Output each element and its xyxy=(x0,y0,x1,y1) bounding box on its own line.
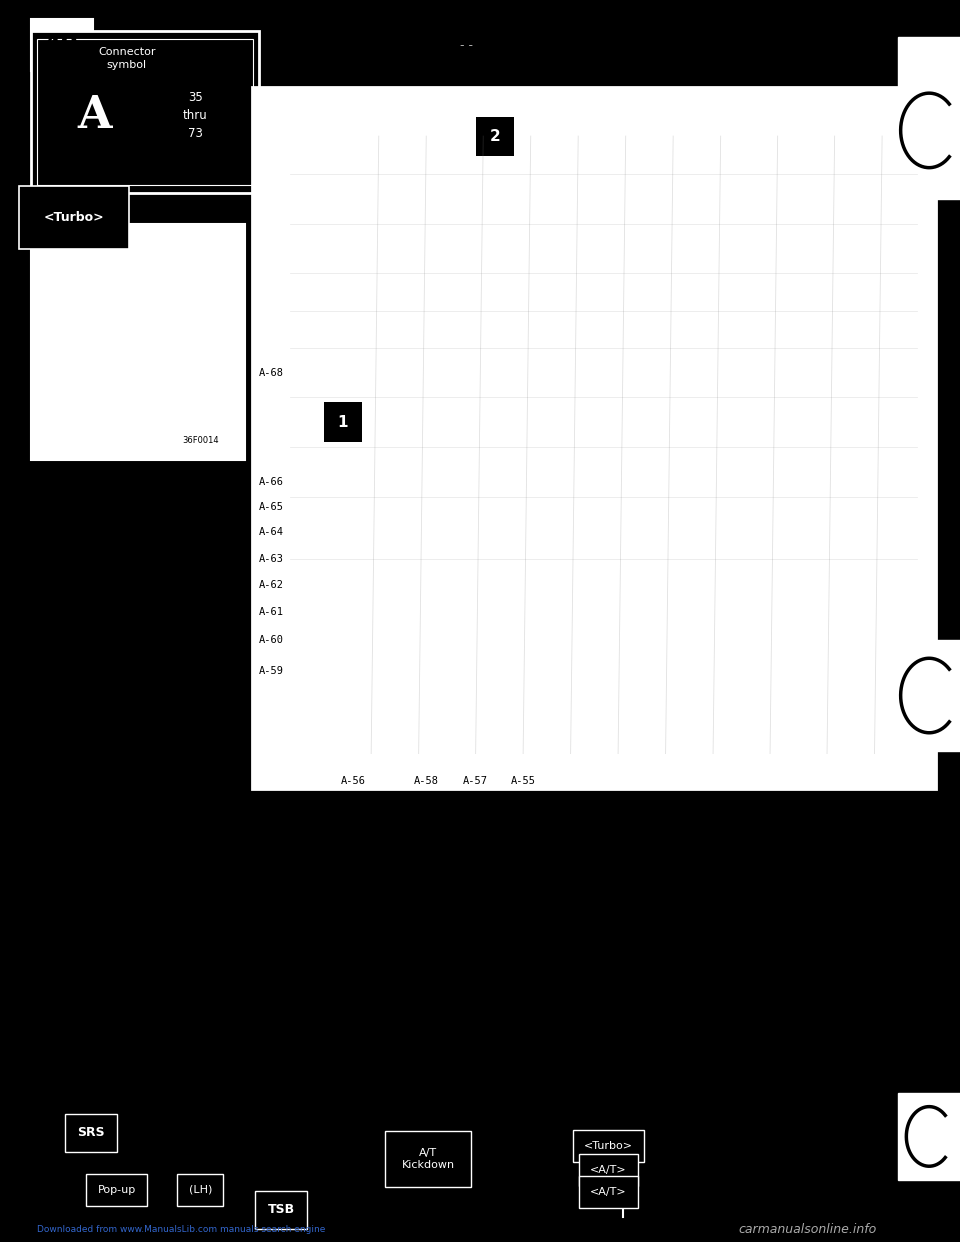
Bar xyxy=(475,117,514,156)
Bar xyxy=(899,37,960,199)
Text: A/T
Kickdown: A/T Kickdown xyxy=(401,1148,455,1170)
Text: 40: 40 xyxy=(44,32,79,57)
Text: A-56: A-56 xyxy=(341,776,366,786)
Text: A-64: A-64 xyxy=(259,527,284,537)
Text: <Turbo>: <Turbo> xyxy=(584,1141,633,1151)
Text: A-58: A-58 xyxy=(414,776,439,786)
Text: A-57: A-57 xyxy=(464,776,489,786)
Text: 35
thru
73: 35 thru 73 xyxy=(183,91,207,139)
Text: Connector
symbol: Connector symbol xyxy=(98,47,156,70)
Text: 2: 2 xyxy=(490,129,500,144)
Text: - -: - - xyxy=(460,40,472,52)
Text: Pop-up: Pop-up xyxy=(98,1185,135,1195)
Text: A-63: A-63 xyxy=(259,554,284,564)
Bar xyxy=(31,19,93,71)
Text: <Turbo>: <Turbo> xyxy=(43,211,104,224)
Bar xyxy=(31,224,245,460)
Text: A-60: A-60 xyxy=(259,635,284,645)
Bar xyxy=(31,31,259,193)
Text: A-65: A-65 xyxy=(259,502,284,512)
Text: carmanualsonline.info: carmanualsonline.info xyxy=(739,1223,877,1236)
Text: A-59: A-59 xyxy=(259,666,284,676)
Text: (LH): (LH) xyxy=(188,1185,212,1195)
Text: 1: 1 xyxy=(337,415,348,430)
Text: 36F0014: 36F0014 xyxy=(182,436,219,445)
Text: SRS: SRS xyxy=(77,1126,105,1139)
Bar xyxy=(324,402,362,442)
Text: TSB: TSB xyxy=(268,1203,295,1216)
Text: A-62: A-62 xyxy=(259,580,284,590)
Text: A: A xyxy=(78,93,112,137)
Text: A-61: A-61 xyxy=(259,607,284,617)
Bar xyxy=(899,1093,960,1180)
Text: A-55: A-55 xyxy=(511,776,536,786)
Text: <A/T>: <A/T> xyxy=(590,1165,627,1175)
Text: <A/T>: <A/T> xyxy=(590,1187,627,1197)
Bar xyxy=(36,39,253,185)
Text: A-66: A-66 xyxy=(259,477,284,487)
Text: A-68: A-68 xyxy=(259,368,284,378)
Text: Downloaded from www.ManualsLib.com manuals search engine: Downloaded from www.ManualsLib.com manua… xyxy=(37,1225,325,1235)
Bar xyxy=(899,640,960,751)
Bar xyxy=(252,87,936,789)
